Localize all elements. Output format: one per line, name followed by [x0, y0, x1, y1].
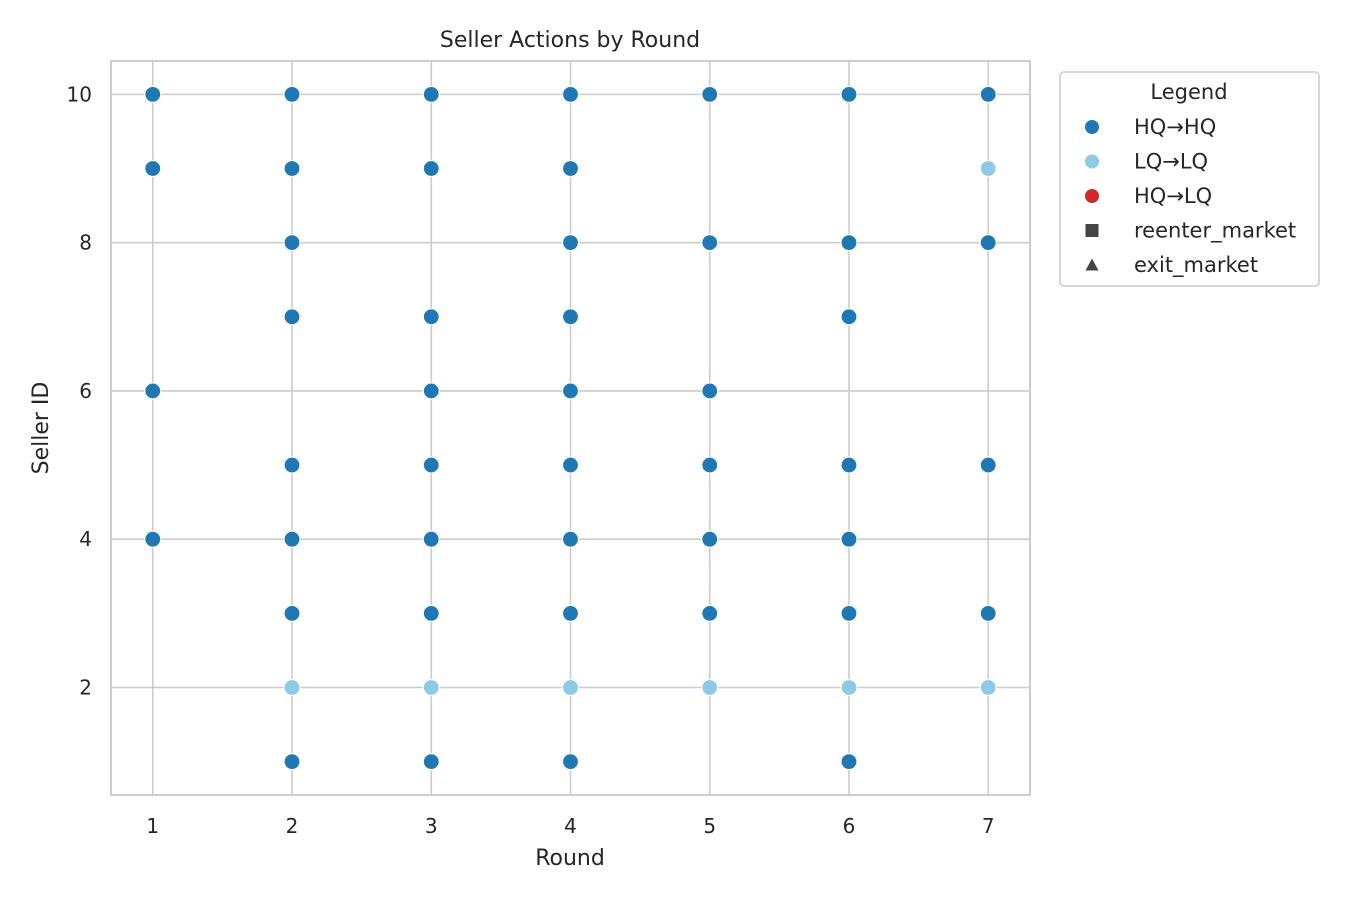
legend-label: LQ→LQ: [1134, 150, 1208, 174]
legend-marker-circle: [1085, 120, 1099, 134]
x-tick-label: 2: [286, 814, 299, 838]
data-point: [840, 85, 858, 103]
data-point: [283, 678, 301, 697]
legend-label: HQ→HQ: [1134, 115, 1216, 139]
legend-marker-square: [1085, 224, 1099, 237]
legend-box: [1059, 71, 1320, 287]
data-point: [979, 456, 997, 474]
legend-marker-circle: [1085, 189, 1099, 203]
data-point: [840, 530, 858, 548]
legend-label: exit_market: [1134, 253, 1258, 278]
data-point: [561, 753, 580, 771]
data-point: [979, 678, 997, 697]
y-axis-title: Seller ID: [29, 382, 54, 475]
x-tick-label: 5: [703, 814, 716, 838]
legend-entries: HQ→HQ LQ→LQ HQ→LQ reenter_market exit_market: [1085, 115, 1296, 278]
data-point: [283, 530, 301, 548]
x-tick-labels: 1 2 3 4 5 6 7: [146, 814, 994, 838]
data-point: [561, 604, 580, 622]
data-point: [701, 382, 719, 400]
data-point: [422, 456, 440, 474]
data-point: [561, 530, 580, 548]
x-tick-label: 6: [843, 814, 856, 838]
data-point: [422, 604, 440, 622]
data-point: [144, 159, 162, 178]
x-tick-label: 7: [982, 814, 995, 838]
plot-area-frame: [110, 60, 1031, 796]
legend-marker-circle: [1085, 154, 1099, 169]
data-point: [701, 604, 719, 622]
data-point: [144, 530, 162, 548]
data-points: [144, 85, 997, 771]
data-point: [283, 234, 301, 252]
data-point: [979, 159, 997, 178]
data-point: [701, 85, 719, 103]
x-axis-title: Round: [535, 846, 605, 871]
data-point: [561, 382, 580, 400]
data-point: [422, 382, 440, 400]
data-point: [422, 530, 440, 548]
data-point: [701, 456, 719, 474]
legend-title: Legend: [1150, 80, 1227, 104]
data-point: [840, 308, 858, 326]
x-tick-label: 3: [425, 814, 438, 838]
data-point: [561, 85, 580, 103]
data-point: [422, 308, 440, 326]
data-point: [422, 159, 440, 178]
legend-marker-triangle: [1085, 258, 1099, 271]
data-point: [979, 234, 997, 252]
legend: Legend HQ→HQ LQ→LQ HQ→LQ reenter_marketexit…: [1059, 71, 1320, 287]
data-point: [283, 456, 301, 474]
y-tick-label: 2: [79, 675, 92, 699]
data-point: [144, 382, 162, 400]
data-point: [561, 159, 580, 178]
legend-label: reenter_market: [1134, 219, 1296, 244]
data-point: [561, 678, 580, 697]
legend-label: HQ→LQ: [1134, 184, 1212, 208]
data-point: [561, 456, 580, 474]
data-point: [979, 604, 997, 622]
data-point: [283, 753, 301, 771]
data-point: [561, 234, 580, 252]
y-tick-label: 6: [79, 379, 92, 403]
chart-title: Seller Actions by Round: [440, 28, 700, 53]
data-point: [840, 753, 858, 771]
data-point: [422, 85, 440, 103]
data-point: [979, 85, 997, 103]
x-tick-label: 4: [564, 814, 577, 838]
data-point: [840, 234, 858, 252]
y-tick-labels: 2 4 6 8 10: [67, 82, 92, 699]
data-point: [283, 85, 301, 103]
data-point: [561, 308, 580, 326]
data-point: [422, 753, 440, 771]
data-point: [840, 456, 858, 474]
y-tick-label: 4: [79, 527, 92, 551]
data-point: [283, 159, 301, 178]
x-tick-label: 1: [146, 814, 159, 838]
data-point: [422, 678, 440, 697]
y-tick-label: 10: [67, 82, 92, 106]
data-point: [283, 604, 301, 622]
data-point: [144, 85, 162, 103]
data-point: [701, 234, 719, 252]
y-tick-label: 8: [79, 231, 92, 255]
data-point: [840, 604, 858, 622]
data-point: [701, 530, 719, 548]
data-point: [283, 308, 301, 326]
data-point: [840, 678, 858, 697]
data-point: [701, 678, 719, 697]
